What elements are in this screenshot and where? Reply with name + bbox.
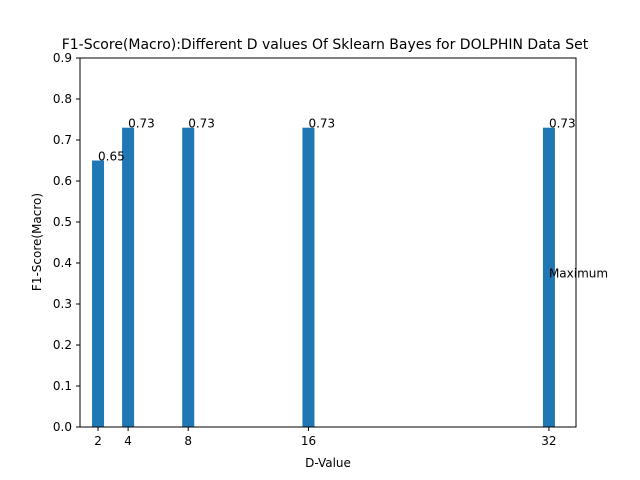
x-axis-ticks: 2 4 8 16 32: [94, 427, 557, 448]
bar-d-2: [92, 160, 105, 427]
x-tick-label: 2: [94, 434, 102, 448]
x-tick-label: 4: [124, 434, 132, 448]
y-tick-label: 0.2: [53, 338, 72, 352]
y-axis-ticks: 0.0 0.1 0.2 0.3 0.4 0.5 0.6 0.7 0.8 0.9: [53, 51, 80, 434]
maximum-annotation: Maximum: [549, 266, 608, 280]
y-tick-label: 0.6: [53, 174, 72, 188]
bar-d-32: [542, 127, 555, 427]
y-tick-label: 0.9: [53, 51, 72, 65]
bar-value-labels: 0.65 0.73 0.73 0.73 0.73: [98, 117, 576, 164]
y-tick-label: 0.3: [53, 297, 72, 311]
x-tick-label: 32: [541, 434, 556, 448]
bar-value-label-d-8: 0.73: [188, 117, 215, 131]
y-tick-label: 0.1: [53, 379, 72, 393]
x-axis-label: D-Value: [305, 456, 351, 470]
y-tick-label: 0.5: [53, 215, 72, 229]
y-tick-label: 0.0: [53, 420, 72, 434]
bar-value-label-d-2: 0.65: [98, 150, 125, 164]
x-tick-label: 16: [301, 434, 316, 448]
bars-group: [92, 127, 555, 427]
bar-value-label-d-32: 0.73: [549, 117, 576, 131]
bar-value-label-d-16: 0.73: [308, 117, 335, 131]
bar-d-4: [122, 127, 135, 427]
bar-d-8: [182, 127, 195, 427]
y-tick-label: 0.4: [53, 256, 72, 270]
bar-value-label-d-4: 0.73: [128, 117, 155, 131]
y-tick-label: 0.8: [53, 92, 72, 106]
bar-d-16: [302, 127, 315, 427]
y-tick-label: 0.7: [53, 133, 72, 147]
chart-title: F1-Score(Macro):Different D values Of Sk…: [62, 37, 589, 53]
y-axis-label: F1-Score(Macro): [30, 193, 44, 291]
plot-frame: [79, 57, 577, 428]
x-tick-label: 8: [184, 434, 192, 448]
